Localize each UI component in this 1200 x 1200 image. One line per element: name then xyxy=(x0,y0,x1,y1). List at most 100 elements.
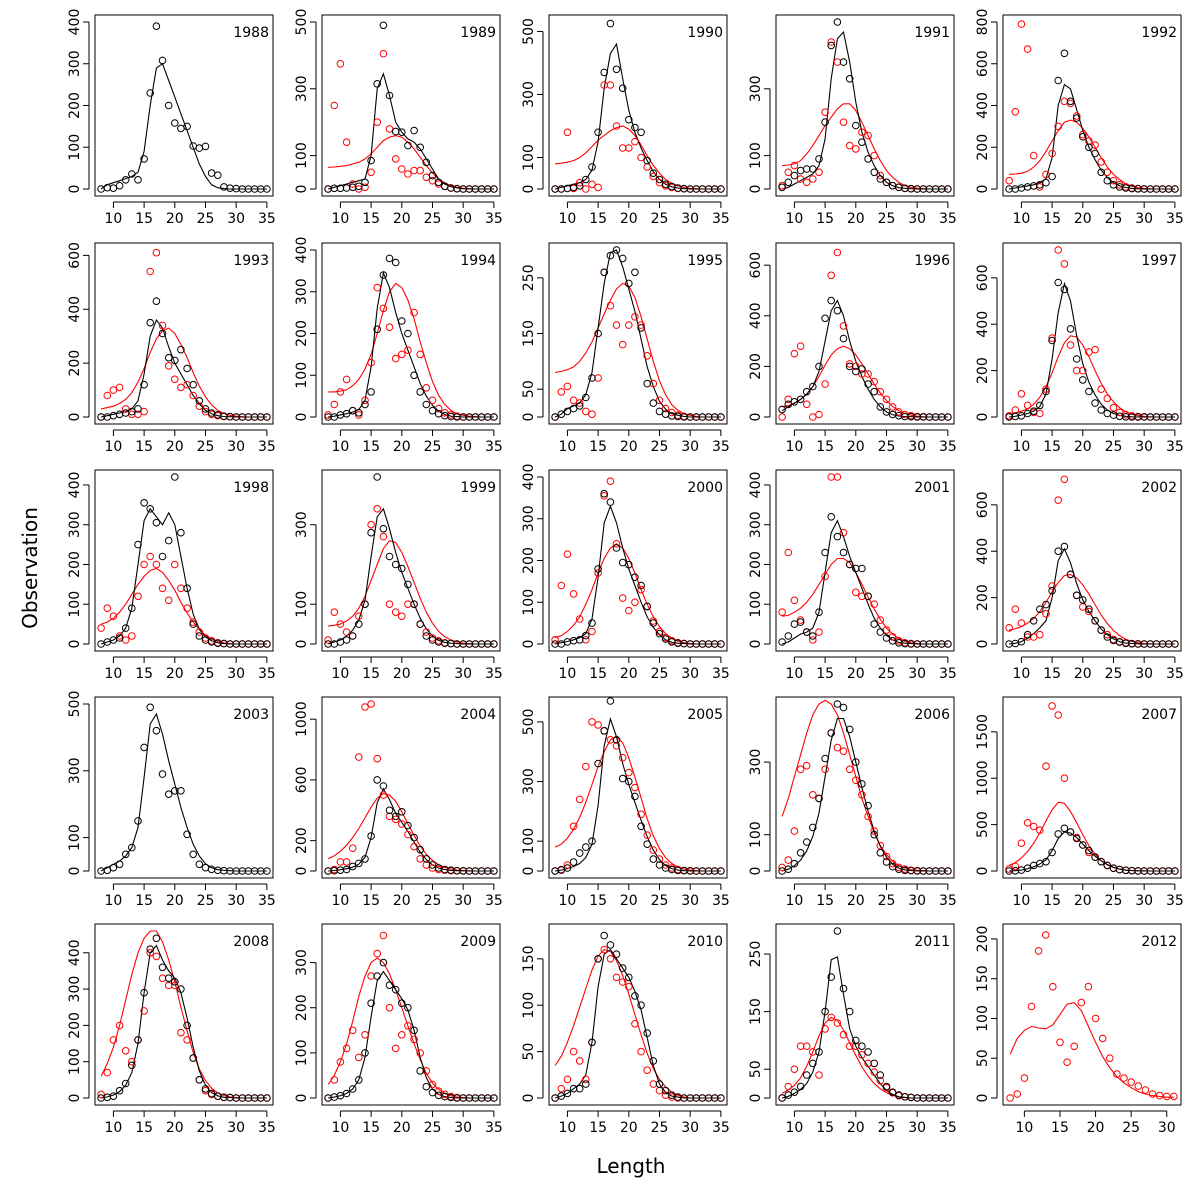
black-series-point xyxy=(477,1094,486,1102)
red-series-point xyxy=(796,342,805,351)
black-series-point xyxy=(594,128,602,137)
red-series-line xyxy=(1009,1001,1174,1098)
red-series-point xyxy=(839,118,848,126)
red-series-point xyxy=(802,400,811,409)
x-tick-label: 10 xyxy=(104,666,122,682)
y-tick-label: 300 xyxy=(748,75,764,102)
black-series-point xyxy=(821,118,829,126)
x-tick-label: 30 xyxy=(227,211,245,227)
plot-marks xyxy=(551,246,725,421)
red-series-point xyxy=(428,396,437,405)
black-series-point xyxy=(809,165,817,173)
red-series-point xyxy=(643,352,652,360)
red-series-point xyxy=(348,844,357,853)
red-series-point xyxy=(1011,108,1020,116)
black-series-point xyxy=(140,155,148,163)
black-series-point xyxy=(263,867,271,875)
black-series-point xyxy=(404,821,412,830)
black-series-point xyxy=(158,770,167,778)
red-series-point xyxy=(416,1049,425,1057)
y-tick-label: 200 xyxy=(975,134,991,161)
black-series-point xyxy=(416,143,425,152)
red-series-point xyxy=(569,822,578,831)
red-series-point xyxy=(557,1084,566,1093)
red-series-point xyxy=(876,387,885,396)
red-series-point xyxy=(410,166,418,175)
black-series-point xyxy=(121,1079,130,1088)
black-series-point xyxy=(1079,376,1087,384)
plot-marks xyxy=(551,931,725,1102)
red-series-point xyxy=(195,402,204,411)
red-series-point xyxy=(398,165,406,173)
red-series-point xyxy=(796,616,805,624)
black-series-point xyxy=(655,861,664,869)
black-series-point xyxy=(778,183,786,192)
black-series-point xyxy=(410,126,418,135)
x-tick-label: 30 xyxy=(454,211,472,227)
red-series-point xyxy=(134,410,142,419)
x-tick-label: 30 xyxy=(1135,439,1153,455)
black-series-point xyxy=(686,640,695,648)
black-series-point xyxy=(385,806,394,815)
y-tick-label: 150 xyxy=(521,320,537,347)
red-series-point xyxy=(569,396,578,405)
y-tick-label: 400 xyxy=(67,296,83,323)
y-tick-label: 300 xyxy=(294,511,310,538)
red-series-point xyxy=(1017,390,1026,398)
black-series-point xyxy=(643,840,652,849)
panel-2004: 2004 10 15 20 25 30 35 0 200 600 1000 xyxy=(294,696,503,909)
x-tick-label: 15 xyxy=(135,1120,153,1136)
black-series-point xyxy=(201,405,210,413)
red-series-point xyxy=(115,383,124,392)
red-series-point xyxy=(171,560,179,569)
y-tick-label: 300 xyxy=(294,75,310,102)
x-tick-label: 25 xyxy=(878,211,896,227)
x-tick-label: 10 xyxy=(104,893,122,909)
red-series-point xyxy=(109,1036,118,1044)
red-series-point xyxy=(594,374,602,382)
red-series-point xyxy=(367,168,375,177)
black-series-point xyxy=(1171,413,1179,421)
black-series-point xyxy=(882,1082,891,1091)
red-series-point xyxy=(361,1031,369,1039)
red-series-point xyxy=(618,753,627,762)
black-series-point xyxy=(146,505,154,513)
plot-frame xyxy=(548,696,728,879)
black-series-point xyxy=(121,409,130,417)
black-series-point xyxy=(913,1094,922,1102)
black-series-point xyxy=(1097,406,1105,414)
black-series-point xyxy=(398,128,406,136)
red-series-point xyxy=(1085,607,1093,616)
black-series-point xyxy=(134,1036,142,1044)
x-tick-label: 30 xyxy=(908,666,926,682)
x-tick-label: 30 xyxy=(681,1120,699,1136)
x-tick-label: 25 xyxy=(1105,666,1123,682)
red-series-point xyxy=(373,949,382,958)
y-tick-label: 100 xyxy=(294,591,310,618)
x-tick-label: 25 xyxy=(651,1120,669,1136)
red-series-point xyxy=(1103,630,1112,639)
black-series-point xyxy=(913,640,922,648)
black-series-point xyxy=(367,832,375,840)
red-series-point xyxy=(557,388,566,396)
x-tick-label: 25 xyxy=(197,211,215,227)
y-tick-label: 500 xyxy=(521,709,537,736)
black-series-point xyxy=(195,397,204,405)
black-series-point xyxy=(631,573,639,582)
x-tick-label: 30 xyxy=(1135,893,1153,909)
red-series-point xyxy=(649,617,658,625)
black-series-point xyxy=(649,399,658,407)
black-series-point xyxy=(342,409,351,418)
red-series-point xyxy=(778,608,786,617)
y-tick-label: 300 xyxy=(521,505,537,532)
black-series-point xyxy=(870,1059,879,1068)
x-tick-label: 10 xyxy=(558,1120,576,1136)
red-series-point xyxy=(158,974,167,983)
black-series-point xyxy=(1103,409,1112,418)
black-series-point xyxy=(459,640,468,648)
black-series-point xyxy=(342,184,351,192)
black-series-point xyxy=(643,379,652,388)
black-series-point xyxy=(348,632,357,640)
black-series-point xyxy=(833,700,842,708)
